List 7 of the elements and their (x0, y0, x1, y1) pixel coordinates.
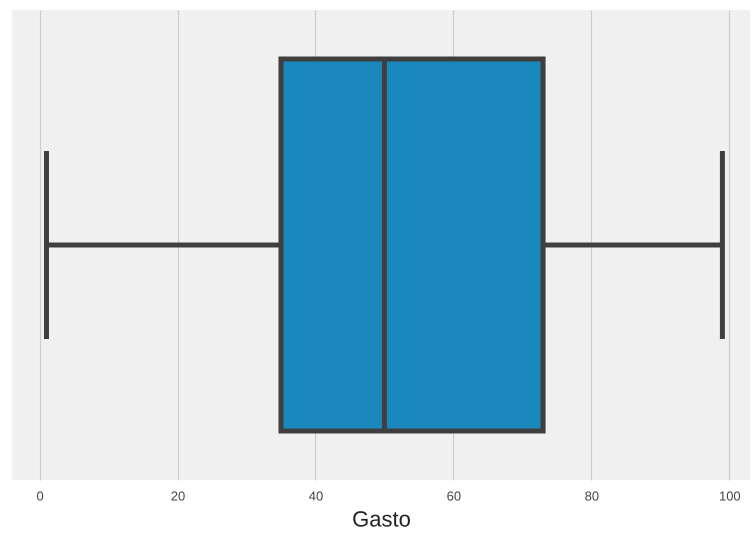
x-tick-label: 80 (584, 488, 600, 504)
x-tick-label: 20 (170, 488, 186, 504)
x-tick-label: 0 (36, 488, 44, 504)
x-axis-title: Gasto (352, 506, 411, 532)
x-tick-label: 60 (446, 488, 462, 504)
x-tick-label: 100 (718, 488, 741, 504)
x-tick-label: 40 (308, 488, 324, 504)
